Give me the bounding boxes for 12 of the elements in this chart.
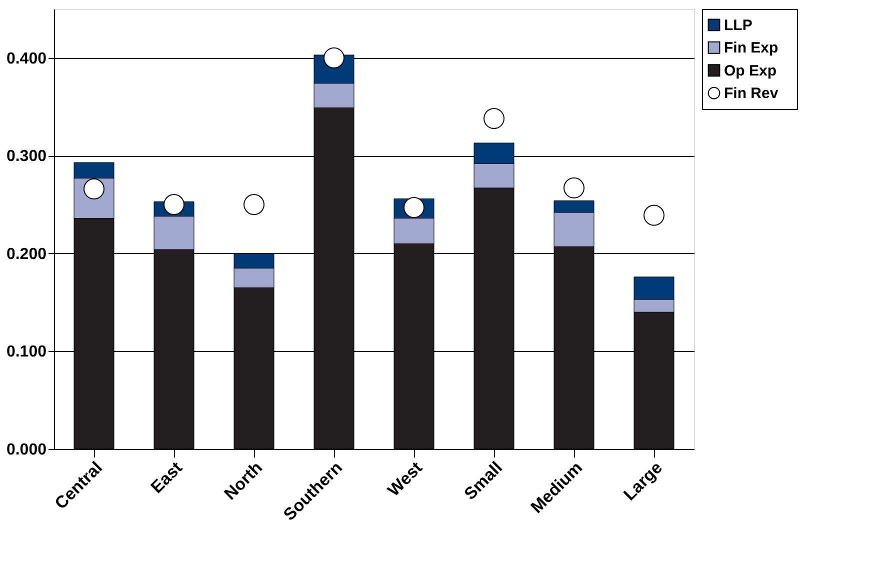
y-tick-label: 0.400 bbox=[6, 50, 47, 68]
legend-label: Fin Exp bbox=[724, 40, 778, 57]
point bbox=[164, 194, 184, 216]
y-tick-label: 0.200 bbox=[6, 246, 47, 263]
legend-label: Fin Rev bbox=[724, 85, 779, 102]
legend-label: LLP bbox=[724, 16, 752, 34]
legend-label: Op Exp bbox=[724, 62, 777, 80]
y-tick-label: 0.300 bbox=[6, 148, 47, 166]
point bbox=[324, 47, 344, 68]
y-tick-label: 0.100 bbox=[6, 344, 47, 361]
y-tick-label: 0.000 bbox=[6, 442, 47, 458]
point bbox=[404, 197, 424, 218]
